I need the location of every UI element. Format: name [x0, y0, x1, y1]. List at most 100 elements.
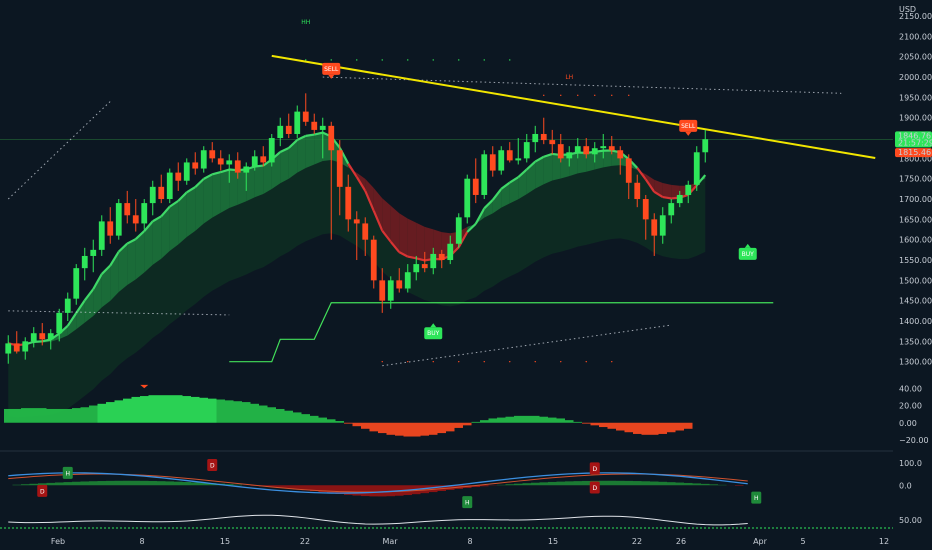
histogram-bar: [63, 408, 72, 423]
yellow-trendline: [271, 54, 876, 159]
histogram-bar: [539, 416, 548, 423]
fast-ma-segment: [372, 210, 384, 232]
osc2-bar: [38, 483, 47, 486]
cloud-segment: [144, 221, 153, 273]
candle-body: [438, 253, 445, 261]
osc2-bar: [114, 480, 123, 486]
candle-body: [251, 156, 258, 167]
fast-ma-segment: [398, 251, 409, 258]
histogram-bar: [463, 422, 472, 426]
histogram-bar: [352, 422, 361, 427]
support-line: [229, 302, 774, 363]
candle-body: [498, 150, 505, 171]
osc2-signal-label: D: [210, 463, 215, 470]
candle-body: [557, 144, 564, 159]
histogram-bar: [641, 422, 650, 435]
fast-ma-segment: [305, 133, 315, 137]
cloud-segment: [76, 300, 85, 330]
osc2-bar: [633, 481, 642, 486]
histogram-bar: [488, 418, 497, 423]
histogram-bar: [46, 408, 55, 423]
candle-body: [362, 223, 369, 240]
candle-body: [676, 194, 683, 204]
histogram-bar: [276, 408, 285, 423]
cloud-segment: [161, 206, 170, 259]
candle-body: [132, 215, 139, 224]
price-tick-label: 1400.00: [899, 317, 932, 326]
histogram-bar: [420, 422, 429, 436]
fast-ma-segment: [203, 173, 213, 180]
cloud-segment: [560, 154, 570, 179]
cloud-segment: [433, 229, 442, 260]
histogram-bar: [497, 417, 506, 423]
osc2-bar: [63, 482, 72, 486]
osc2-bar: [123, 480, 132, 486]
time-tick-label: 22: [300, 537, 310, 546]
fast-ma-segment: [169, 199, 179, 208]
dot-marker: [509, 360, 511, 363]
histogram-bar: [250, 403, 259, 423]
osc2-bar: [284, 485, 293, 489]
drawing-lines: [7, 54, 876, 367]
fast-ma-segment: [381, 230, 392, 243]
osc2-bar: [429, 485, 438, 493]
histogram-bar: [301, 414, 310, 423]
histogram-bar: [531, 415, 540, 423]
fast-ma-segment: [389, 241, 401, 253]
cloud-segment: [603, 150, 612, 168]
osc2-bar: [480, 485, 489, 487]
time-tick-label: 8: [139, 537, 144, 546]
histogram-bar: [378, 422, 387, 434]
histogram-bar: [114, 400, 123, 423]
price-tick-label: 2050.00: [899, 53, 932, 62]
price-tick-label: 2100.00: [899, 32, 932, 41]
histogram-bar: [429, 422, 438, 435]
fast-ma-segment: [211, 171, 222, 176]
price-tick-label: 1750.00: [899, 175, 932, 184]
currency-label: USD: [899, 5, 916, 14]
candle-body: [455, 217, 462, 244]
cloud-segment: [186, 187, 196, 238]
cloud-segment: [382, 198, 391, 242]
time-tick-label: 15: [220, 537, 230, 546]
osc2-bar: [80, 481, 89, 486]
candle-body: [430, 253, 437, 269]
cloud-segment: [586, 151, 595, 172]
histogram-bar: [259, 405, 268, 423]
candle-body: [141, 203, 148, 224]
candle-body: [47, 333, 54, 340]
cloud-segment: [373, 188, 383, 231]
histogram-bar: [335, 421, 344, 423]
osc2-bar: [21, 484, 30, 486]
fast-ma-segment: [526, 160, 536, 171]
histogram-bar: [471, 421, 480, 423]
candle-body: [583, 146, 590, 155]
fast-ma-segment: [644, 178, 656, 193]
fast-ma-segment: [407, 255, 417, 260]
osc1-tick-label: 20.00: [899, 402, 922, 411]
dot-marker: [432, 59, 434, 61]
cloud-segment: [263, 159, 272, 195]
candle-body: [651, 219, 658, 236]
dot-marker: [381, 360, 383, 363]
osc2-bar: [735, 485, 744, 486]
candle-body: [217, 158, 224, 165]
candle-body: [387, 280, 394, 301]
histogram-bar: [327, 419, 336, 423]
osc2-bar: [471, 485, 480, 488]
candle-body: [532, 133, 539, 143]
osc2-bar: [582, 480, 591, 486]
fast-ma-segment: [75, 299, 86, 314]
osc2-signal-label: H: [754, 495, 759, 502]
histogram-bar: [106, 402, 115, 423]
histogram-bar: [38, 408, 47, 423]
fast-ma-segment: [117, 242, 129, 253]
buy-signal-box: [424, 327, 443, 340]
fast-ma-segment: [543, 152, 553, 158]
price-tick-label: 1550.00: [899, 256, 932, 265]
cloud-segment: [501, 182, 510, 208]
price-tick-label: 1350.00: [899, 337, 932, 346]
sell-arrow: [685, 131, 692, 136]
fast-ma-segment: [347, 163, 358, 178]
